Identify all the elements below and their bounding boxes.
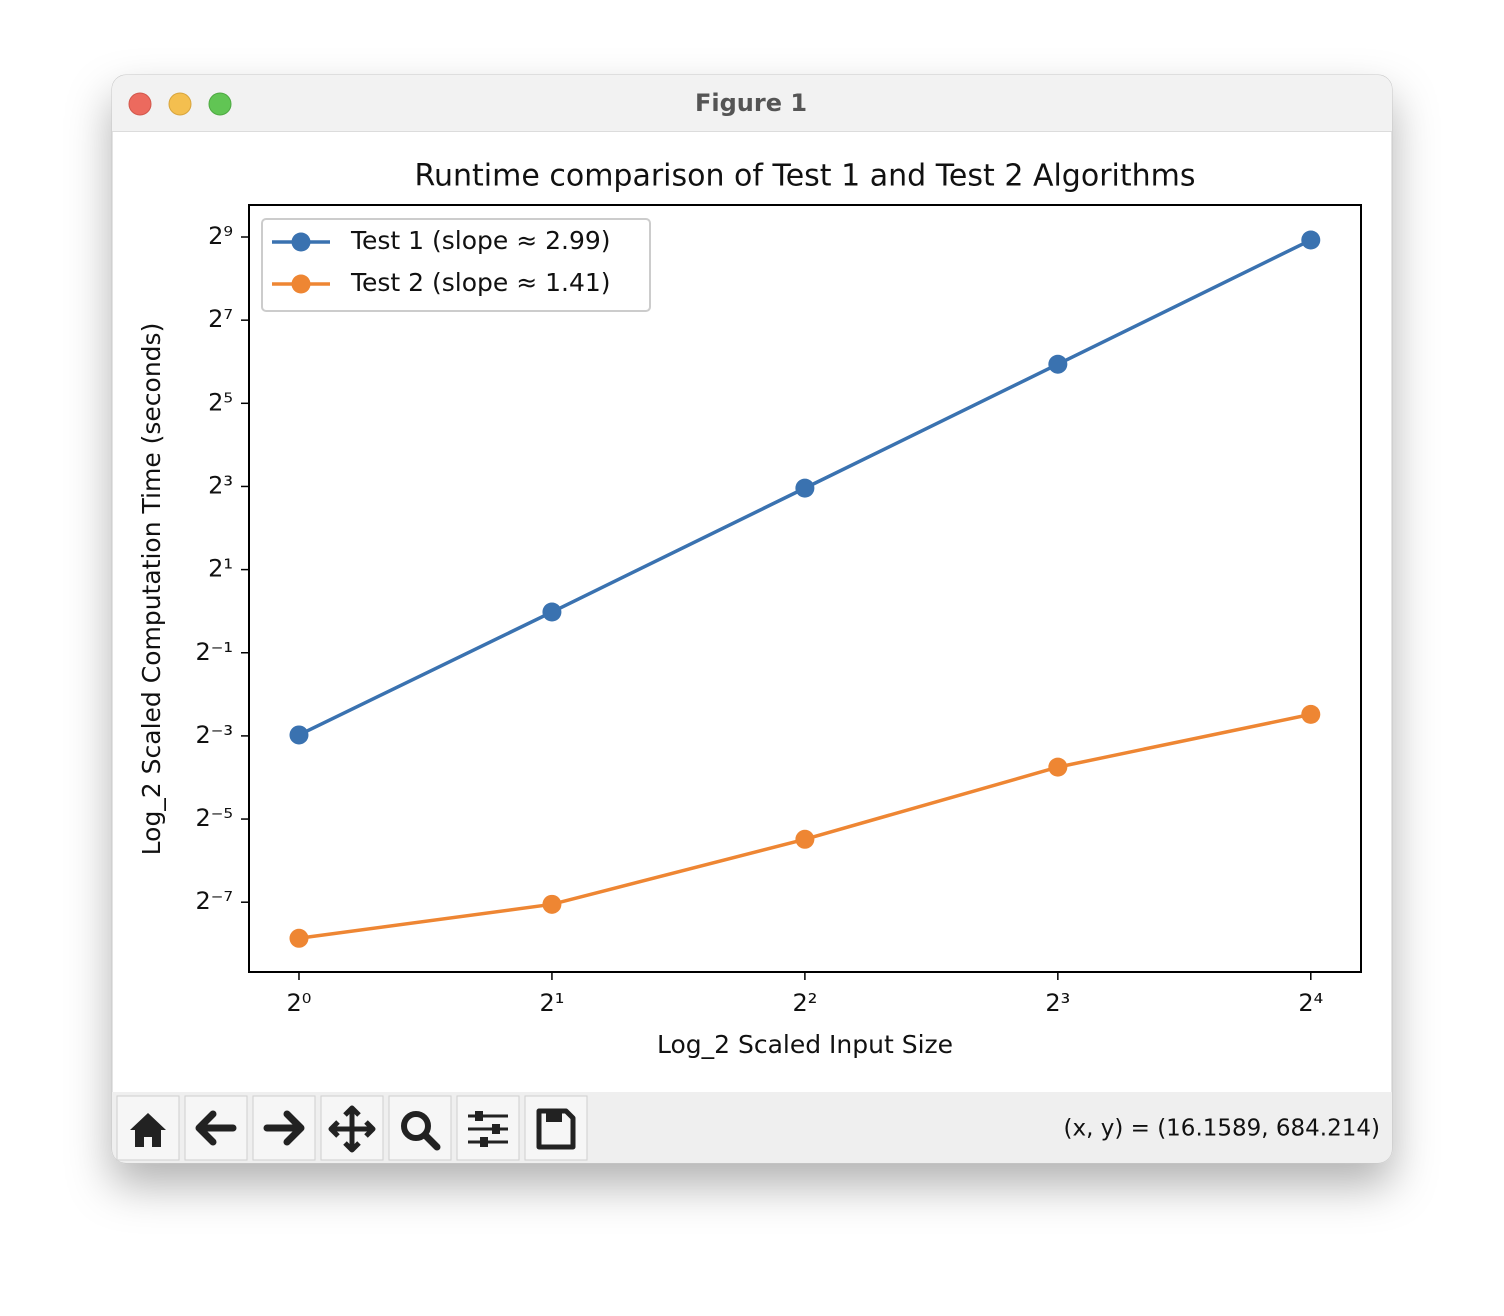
x-tick-label: 2³ [1045,989,1070,1017]
zoom-tool-button[interactable] [388,1095,452,1161]
zoom-button[interactable] [208,92,232,116]
y-axis-label: Log_2 Scaled Computation Time (seconds) [137,323,166,856]
legend-label: Test 1 (slope ≈ 2.99) [350,226,611,255]
close-button[interactable] [128,92,152,116]
minimize-button[interactable] [168,92,192,116]
y-tick-label: 2⁻³ [195,721,233,749]
save-button[interactable] [524,1095,588,1161]
save-icon-slot [546,1113,562,1122]
y-tick-label: 2⁵ [208,388,233,416]
toolbar-icons [130,1105,576,1153]
legend-marker [291,232,311,252]
forward-icon [263,1110,305,1146]
back-icon [195,1110,237,1146]
slider-knob [492,1124,500,1134]
zoom-handle [421,1131,441,1151]
data-point [795,829,815,849]
slider-knob [480,1137,488,1147]
y-tick-label: 2⁻⁵ [195,804,233,832]
x-tick-label: 2⁴ [1298,989,1323,1017]
data-point [795,478,815,498]
legend-marker [291,274,311,294]
y-tick-label: 2⁷ [208,305,233,333]
legend-label: Test 2 (slope ≈ 1.41) [350,268,611,297]
data-point [289,725,309,745]
chart-title: Runtime comparison of Test 1 and Test 2 … [415,159,1196,194]
data-point [1301,704,1321,724]
pan-icon [328,1105,376,1153]
x-axis-label: Log_2 Scaled Input Size [657,1030,953,1059]
y-tick-label: 2³ [208,471,233,499]
x-tick-label: 2² [792,989,817,1017]
y-tick-label: 2⁻⁷ [195,887,233,915]
save-icon [536,1108,576,1150]
data-point [1301,230,1321,250]
status-text: (x, y) = (16.1589, 684.214) [1064,1116,1380,1142]
legend-box [261,218,651,312]
x-tick-label: 2⁰ [287,989,312,1017]
home-icon [130,1113,166,1147]
data-point [1048,354,1068,374]
y-tick-label: 2¹ [208,555,233,583]
data-point [542,894,562,914]
x-tick-label: 2¹ [539,989,564,1017]
y-tick-label: 2⁹ [208,222,233,250]
data-point [1048,757,1068,777]
data-point [289,928,309,948]
slider-knob [475,1111,483,1121]
zoom-icon [401,1111,431,1141]
data-point [542,602,562,622]
title-bar [112,75,1392,131]
plot-area [248,204,1362,973]
window-title: Figure 1 [695,89,807,117]
y-tick-label: 2⁻¹ [195,638,233,666]
